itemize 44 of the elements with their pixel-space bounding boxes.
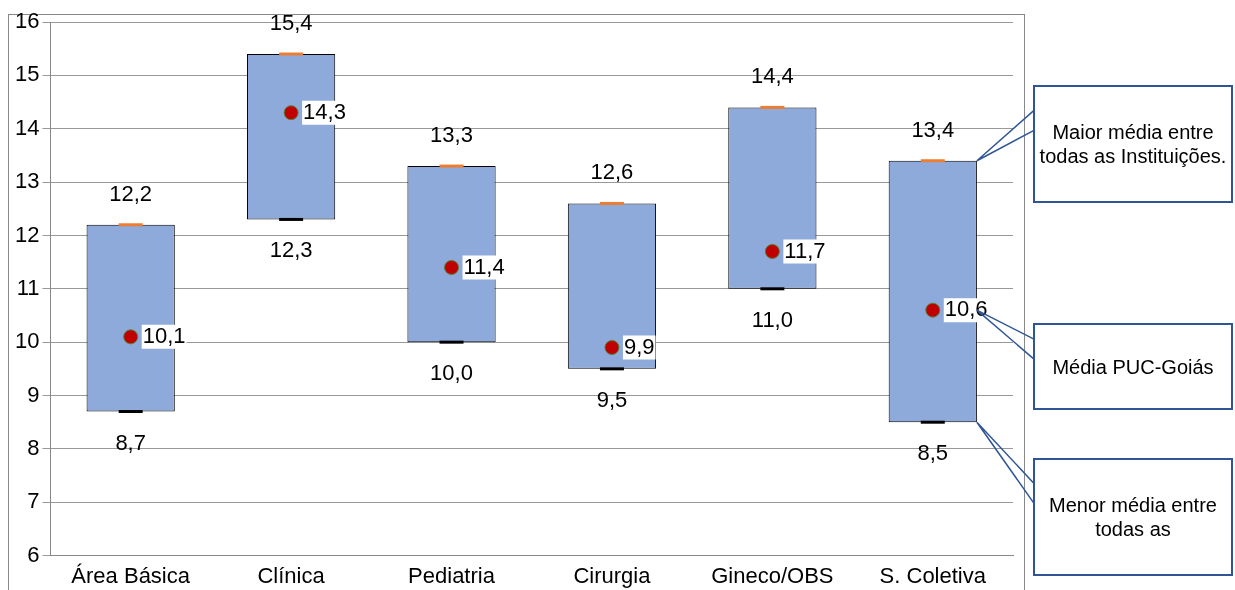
- y-tick-label: 14: [14, 114, 40, 140]
- data-label: 10,6: [944, 296, 988, 322]
- x-tick-label: S. Coletiva: [879, 562, 987, 588]
- annotation: 8,7: [115, 429, 146, 455]
- y-tick-label: 7: [27, 488, 40, 514]
- point: [283, 105, 299, 121]
- data-label: 11,7: [784, 237, 826, 263]
- annotation: 12,2: [109, 180, 153, 206]
- y-tick-label: 8: [27, 434, 40, 460]
- data-label: 11,4: [463, 253, 505, 279]
- text: Média PUC-Goiás: [1033, 323, 1233, 410]
- annotation: 8,5: [917, 440, 949, 466]
- annotation: 9,5: [596, 386, 628, 412]
- data-label: 9,9: [623, 333, 655, 359]
- annotation: 10,0: [430, 360, 473, 386]
- x-tick-label: Área Básica: [71, 562, 191, 588]
- x-tick-label: Gineco/OBS: [711, 562, 834, 588]
- point: [123, 329, 139, 345]
- text: Maior média entre todas as Instituições.: [1033, 85, 1233, 203]
- annotation: 11,0: [751, 306, 793, 332]
- point: [444, 259, 460, 275]
- annotation: 12,6: [590, 159, 634, 185]
- text: Menor média entre todas as: [1033, 458, 1233, 576]
- y-tick-label: 11: [16, 274, 40, 300]
- x-tick-label: Clínica: [257, 562, 326, 588]
- annotation: 15,4: [269, 10, 313, 36]
- data-label: 10,1: [142, 322, 186, 348]
- point: [764, 243, 780, 259]
- x-tick-label: Pediatria: [408, 562, 496, 588]
- y-tick-label: 10: [14, 328, 40, 354]
- annotation: 13,3: [430, 122, 473, 148]
- point: [925, 302, 941, 318]
- annotation: 14,4: [750, 63, 794, 89]
- point: [604, 340, 620, 355]
- annotation: 13,4: [911, 116, 955, 142]
- data-label: 14,3: [303, 98, 346, 124]
- y-tick-label: 9: [27, 381, 40, 407]
- annotation: 12,3: [269, 237, 313, 263]
- y-tick-label: 6: [27, 541, 40, 567]
- y-tick-label: 15: [14, 61, 40, 87]
- y-tick-label: 16: [14, 8, 40, 34]
- x-tick-label: Cirurgia: [573, 562, 652, 588]
- y-tick-label: 13: [14, 168, 40, 194]
- y-tick-label: 12: [14, 221, 40, 247]
